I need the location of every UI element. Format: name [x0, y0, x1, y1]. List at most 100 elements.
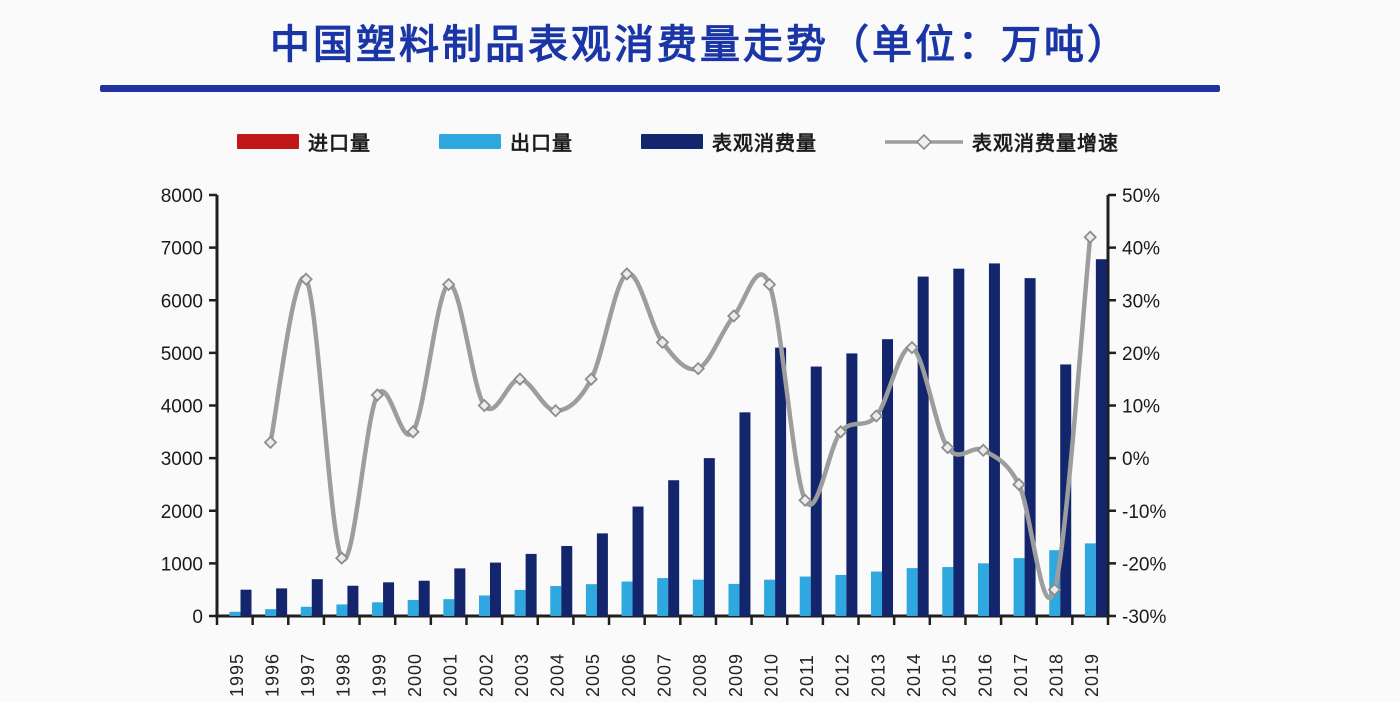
- y-left-tick-label: 3000: [161, 449, 203, 470]
- x-tick-label: 2016: [975, 653, 995, 697]
- growth-marker-icon: [1012, 477, 1026, 492]
- x-tick-label: 2005: [583, 653, 603, 697]
- growth-marker-icon: [584, 372, 598, 386]
- x-tick-label: 2002: [476, 653, 496, 697]
- bar-出口量-1997: [300, 606, 312, 616]
- bar-出口量-1998: [336, 604, 348, 616]
- growth-marker-icon: [833, 425, 848, 439]
- growth-marker-icon: [263, 435, 278, 450]
- growth-marker-icon: [1047, 582, 1062, 597]
- x-tick-label: 2018: [1047, 653, 1067, 697]
- bar-表观消费量-2013: [882, 339, 894, 616]
- legend-item-3: 表观消费量: [641, 127, 817, 156]
- bar-表观消费量-2019: [1095, 259, 1107, 616]
- y-left-tick-label: 0: [192, 607, 203, 628]
- y-right-tick-label: -10%: [1122, 502, 1166, 523]
- bar-出口量-2019: [1084, 543, 1096, 616]
- bar-出口量-2015: [942, 567, 954, 616]
- x-tick-label: 2004: [548, 653, 568, 697]
- growth-marker-icon: [655, 335, 670, 350]
- bar-出口量-2011: [799, 576, 811, 616]
- bar-表观消费量-2008: [703, 458, 715, 616]
- bar-表观消费量-1997: [311, 579, 323, 616]
- bar-表观消费量-2004: [561, 546, 573, 616]
- growth-marker-icon: [548, 403, 563, 418]
- chart-title: 中国塑料制品表观消费量走势（单位：万吨）: [270, 23, 1130, 67]
- growth-marker-icon: [441, 277, 456, 292]
- x-tick-label: 2011: [797, 654, 817, 697]
- y-left-tick-label: 8000: [161, 186, 203, 207]
- y-left-tick-label: 2000: [161, 502, 203, 523]
- y-right-tick-label: 30%: [1122, 291, 1160, 312]
- legend: 进口量 出口量 表观消费量 表观消费量增速: [237, 127, 1119, 156]
- x-tick-label: 2019: [1082, 653, 1102, 697]
- x-tick-label: 1997: [298, 653, 318, 697]
- y-left-tick-label: 7000: [161, 239, 203, 260]
- y-left-tick-label: 5000: [161, 344, 203, 365]
- bar-表观消费量-2012: [846, 353, 858, 616]
- x-tick-label: 2012: [833, 653, 853, 697]
- bar-表观消费量-2009: [739, 412, 751, 616]
- growth-marker-icon: [940, 440, 955, 455]
- y-left-tick-label: 4000: [161, 397, 203, 418]
- x-tick-label: 1998: [334, 653, 354, 697]
- legend-line-marker-icon: [885, 133, 963, 150]
- x-tick-label: 2010: [761, 653, 781, 697]
- bar-出口量-2000: [407, 599, 419, 616]
- bar-表观消费量-2010: [775, 347, 787, 616]
- growth-marker-icon: [1083, 230, 1097, 244]
- bar-表观消费量-2006: [632, 506, 644, 616]
- y-right-tick-label: -30%: [1122, 607, 1166, 628]
- x-tick-label: 2003: [512, 653, 532, 697]
- growth-marker-icon: [406, 425, 420, 439]
- legend-item-2: 出口量: [439, 127, 573, 156]
- bar-出口量-2001: [443, 599, 455, 616]
- growth-marker-icon: [299, 272, 313, 286]
- bars-表观消费量: [240, 259, 1107, 616]
- legend-swatch-icon: [439, 134, 501, 149]
- legend-label: 进口量: [308, 133, 371, 155]
- x-tick-label: 2001: [441, 653, 461, 697]
- bar-表观消费量-2015: [953, 268, 965, 616]
- bar-表观消费量-2017: [1024, 278, 1036, 616]
- growth-line-markers: [263, 230, 1097, 597]
- x-tick-label: 2008: [690, 653, 710, 697]
- bar-出口量-2013: [871, 571, 883, 616]
- growth-marker-icon: [620, 267, 634, 281]
- bar-表观消费量-1998: [347, 585, 359, 616]
- bar-出口量-1999: [372, 602, 384, 616]
- bar-出口量-2002: [478, 595, 490, 616]
- bar-表观消费量-2014: [917, 276, 929, 616]
- bar-出口量-1996: [265, 609, 277, 616]
- bar-表观消费量-2016: [988, 263, 1000, 616]
- growth-marker-icon: [370, 388, 385, 402]
- bar-出口量-2014: [906, 568, 918, 616]
- growth-marker-icon: [477, 398, 492, 413]
- legend-item-4: 表观消费量增速: [885, 127, 1119, 156]
- x-tick-label: 1995: [227, 653, 247, 697]
- bar-出口量-2006: [621, 581, 633, 616]
- y-left-tick-label: 1000: [161, 554, 203, 575]
- x-tick-label: 2014: [904, 653, 924, 697]
- growth-marker-icon: [869, 409, 884, 423]
- x-tick-label: 1996: [262, 653, 282, 697]
- y-right-tick-label: 0%: [1122, 449, 1150, 470]
- x-tick-label: 2009: [726, 653, 746, 697]
- y-right-tick-label: 10%: [1122, 397, 1160, 418]
- x-tick-label: 2015: [940, 653, 960, 697]
- bar-出口量-2016: [977, 563, 989, 616]
- growth-marker-icon: [334, 551, 349, 565]
- bar-出口量-2004: [550, 586, 562, 616]
- y-right-tick-label: 40%: [1122, 239, 1160, 260]
- bar-表观消费量-2018: [1060, 364, 1072, 616]
- bar-表观消费量-2003: [525, 553, 537, 616]
- bar-出口量-2017: [1013, 558, 1025, 616]
- growth-marker-icon: [905, 340, 919, 355]
- legend-label: 表观消费量: [712, 133, 817, 155]
- x-tick-label: 2013: [868, 653, 888, 697]
- bar-出口量-2010: [764, 579, 776, 616]
- legend-item-1: 进口量: [237, 127, 371, 156]
- y-right-tick-label: 50%: [1122, 186, 1160, 207]
- growth-marker-icon: [727, 309, 741, 323]
